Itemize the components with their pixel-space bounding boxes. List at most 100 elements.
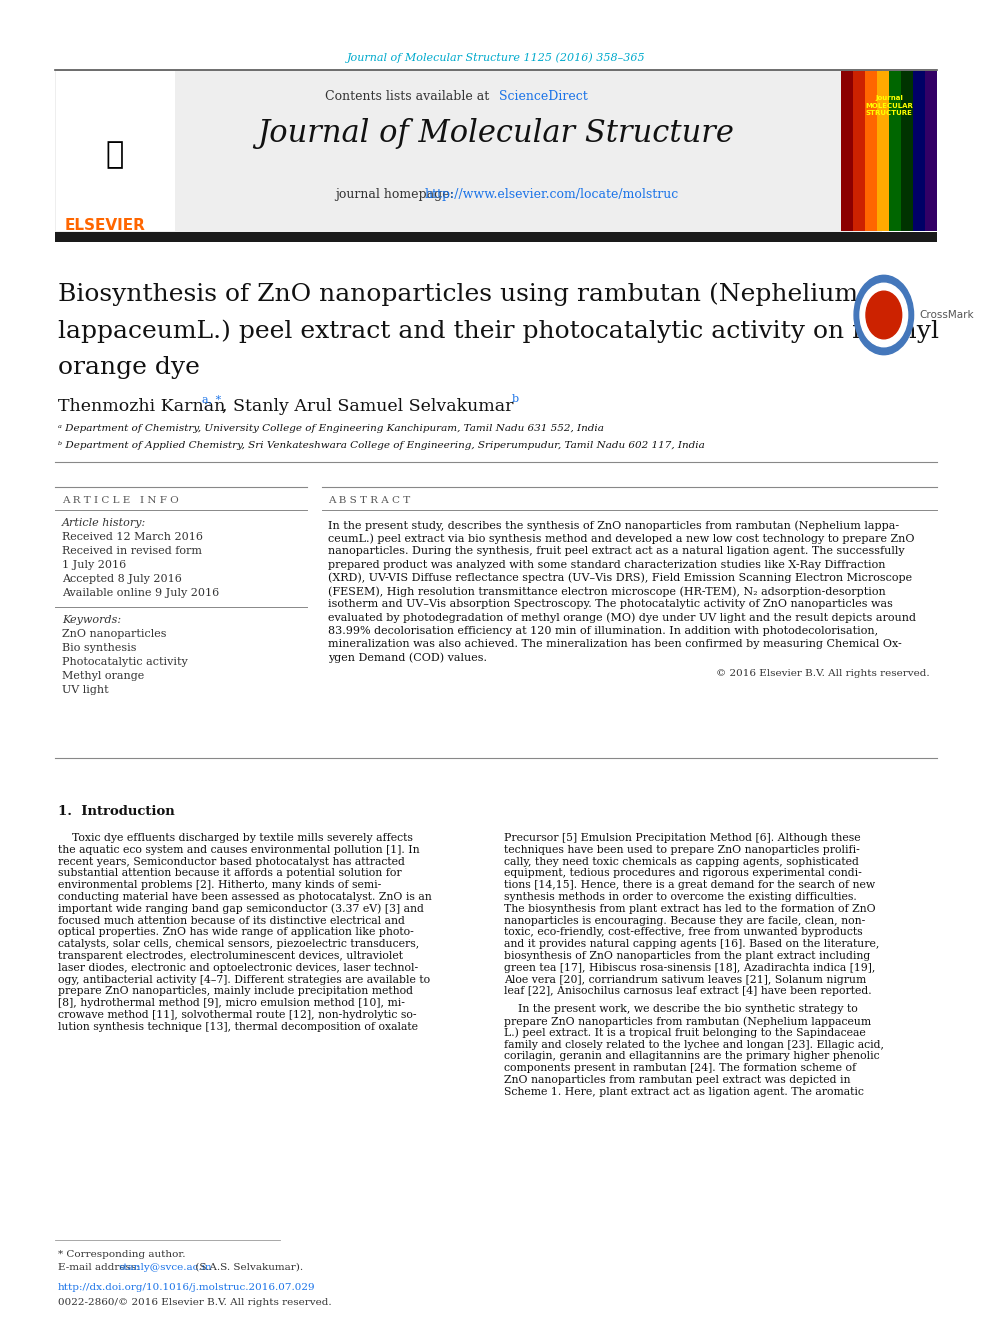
Text: lappaceumL.) peel extract and their photocatalytic activity on methyl: lappaceumL.) peel extract and their phot… (58, 319, 939, 343)
Text: Methyl orange: Methyl orange (62, 671, 144, 681)
Circle shape (866, 291, 902, 339)
Text: Accepted 8 July 2016: Accepted 8 July 2016 (62, 574, 182, 583)
Text: biosynthesis of ZnO nanoparticles from the plant extract including: biosynthesis of ZnO nanoparticles from t… (504, 951, 870, 960)
Text: 1 July 2016: 1 July 2016 (62, 560, 126, 570)
Text: © 2016 Elsevier B.V. All rights reserved.: © 2016 Elsevier B.V. All rights reserved… (716, 669, 930, 679)
Text: stanly@svce.ac.in: stanly@svce.ac.in (118, 1263, 211, 1271)
Text: * Corresponding author.: * Corresponding author. (58, 1250, 186, 1259)
Text: transparent electrodes, electroluminescent devices, ultraviolet: transparent electrodes, electroluminesce… (58, 951, 403, 960)
Text: L.) peel extract. It is a tropical fruit belonging to the Sapindaceae: L.) peel extract. It is a tropical fruit… (504, 1028, 866, 1039)
Text: leaf [22], Anisochilus carnosus leaf extract [4] have been reported.: leaf [22], Anisochilus carnosus leaf ext… (504, 987, 872, 996)
Text: Received in revised form: Received in revised form (62, 546, 202, 556)
Text: Aloe vera [20], corriandrum sativum leaves [21], Solanum nigrum: Aloe vera [20], corriandrum sativum leav… (504, 975, 866, 984)
Bar (901, 71, 913, 232)
Text: Scheme 1. Here, plant extract act as ligation agent. The aromatic: Scheme 1. Here, plant extract act as lig… (504, 1086, 864, 1097)
Text: evaluated by photodegradation of methyl orange (MO) dye under UV light and the r: evaluated by photodegradation of methyl … (328, 613, 916, 623)
Text: Precursor [5] Emulsion Precipitation Method [6]. Although these: Precursor [5] Emulsion Precipitation Met… (504, 833, 861, 843)
Text: ᵃ Department of Chemistry, University College of Engineering Kanchipuram, Tamil : ᵃ Department of Chemistry, University Co… (58, 423, 604, 433)
Text: the aquatic eco system and causes environmental pollution [1]. In: the aquatic eco system and causes enviro… (58, 845, 420, 855)
Text: environmental problems [2]. Hitherto, many kinds of semi-: environmental problems [2]. Hitherto, ma… (58, 880, 381, 890)
Text: Journal of Molecular Structure: Journal of Molecular Structure (258, 118, 734, 149)
Bar (877, 71, 889, 232)
Text: prepare ZnO nanoparticles from rambutan (Nephelium lappaceum: prepare ZnO nanoparticles from rambutan … (504, 1016, 871, 1027)
Text: conducting material have been assessed as photocatalyst. ZnO is an: conducting material have been assessed a… (58, 892, 432, 902)
Text: b: b (512, 394, 519, 404)
Text: A B S T R A C T: A B S T R A C T (328, 496, 411, 505)
Text: and it provides natural capping agents [16]. Based on the literature,: and it provides natural capping agents [… (504, 939, 879, 949)
Text: 83.99% decolorisation efficiency at 120 min of illumination. In addition with ph: 83.99% decolorisation efficiency at 120 … (328, 626, 878, 635)
Text: nanoparticles. During the synthesis, fruit peel extract act as a natural ligatio: nanoparticles. During the synthesis, fru… (328, 546, 905, 557)
Text: Article history:: Article history: (62, 519, 146, 528)
Text: lution synthesis technique [13], thermal decomposition of oxalate: lution synthesis technique [13], thermal… (58, 1021, 418, 1032)
Bar (925, 71, 937, 232)
Text: green tea [17], Hibiscus rosa-sinensis [18], Azadirachta indica [19],: green tea [17], Hibiscus rosa-sinensis [… (504, 963, 875, 972)
Text: (S.A.S. Selvakumar).: (S.A.S. Selvakumar). (192, 1263, 304, 1271)
Text: prepare ZnO nanoparticles, mainly include precipitation method: prepare ZnO nanoparticles, mainly includ… (58, 987, 413, 996)
Text: Thenmozhi Karnan: Thenmozhi Karnan (58, 398, 231, 415)
Text: Keywords:: Keywords: (62, 615, 121, 624)
Bar (865, 71, 877, 232)
Text: Toxic dye effluents discharged by textile mills severely affects: Toxic dye effluents discharged by textil… (58, 833, 413, 843)
Text: (XRD), UV-VIS Diffuse reflectance spectra (UV–Vis DRS), Field Emission Scanning : (XRD), UV-VIS Diffuse reflectance spectr… (328, 573, 912, 583)
Text: [8], hydrothermal method [9], micro emulsion method [10], mi-: [8], hydrothermal method [9], micro emul… (58, 998, 405, 1008)
Text: (FESEM), High resolution transmittance electron microscope (HR-TEM), N₂ adsorpti: (FESEM), High resolution transmittance e… (328, 586, 886, 597)
Text: E-mail address:: E-mail address: (58, 1263, 143, 1271)
Text: ygen Demand (COD) values.: ygen Demand (COD) values. (328, 652, 487, 663)
Bar (853, 71, 865, 232)
Text: ZnO nanoparticles: ZnO nanoparticles (62, 628, 167, 639)
Text: Received 12 March 2016: Received 12 March 2016 (62, 532, 203, 542)
Text: Available online 9 July 2016: Available online 9 July 2016 (62, 587, 219, 598)
Text: Journal
MOLECULAR
STRUCTURE: Journal MOLECULAR STRUCTURE (865, 95, 913, 116)
Text: 1.  Introduction: 1. Introduction (58, 804, 175, 818)
Text: In the present work, we describe the bio synthetic strategy to: In the present work, we describe the bio… (504, 1004, 858, 1015)
Text: nanoparticles is encouraging. Because they are facile, clean, non-: nanoparticles is encouraging. Because th… (504, 916, 865, 926)
Text: , Stanly Arul Samuel Selvakumar: , Stanly Arul Samuel Selvakumar (222, 398, 519, 415)
Text: prepared product was analyzed with some standard characterization studies like X: prepared product was analyzed with some … (328, 560, 886, 570)
Text: cally, they need toxic chemicals as capping agents, sophisticated: cally, they need toxic chemicals as capp… (504, 856, 859, 867)
Text: UV light: UV light (62, 685, 109, 695)
Text: focused much attention because of its distinctive electrical and: focused much attention because of its di… (58, 916, 405, 926)
Circle shape (854, 275, 914, 355)
Bar (913, 71, 925, 232)
Text: ScienceDirect: ScienceDirect (499, 90, 587, 103)
Text: A R T I C L E   I N F O: A R T I C L E I N F O (62, 496, 179, 505)
Bar (889, 71, 901, 232)
Text: Bio synthesis: Bio synthesis (62, 643, 137, 654)
Text: laser diodes, electronic and optoelectronic devices, laser technol-: laser diodes, electronic and optoelectro… (58, 963, 418, 972)
Text: optical properties. ZnO has wide range of application like photo-: optical properties. ZnO has wide range o… (58, 927, 414, 938)
Text: Biosynthesis of ZnO nanoparticles using rambutan (Nephelium: Biosynthesis of ZnO nanoparticles using … (58, 282, 858, 306)
Text: CrossMark: CrossMark (920, 310, 974, 320)
Text: Journal of Molecular Structure 1125 (2016) 358–365: Journal of Molecular Structure 1125 (201… (346, 52, 646, 62)
Text: crowave method [11], solvothermal route [12], non-hydrolytic so-: crowave method [11], solvothermal route … (58, 1009, 417, 1020)
Bar (56, 71, 175, 232)
Text: In the present study, describes the synthesis of ZnO nanoparticles from rambutan: In the present study, describes the synt… (328, 520, 899, 531)
Text: mineralization was also achieved. The mineralization has been confirmed by measu: mineralization was also achieved. The mi… (328, 639, 902, 648)
Bar (55, 232, 937, 242)
Text: catalysts, solar cells, chemical sensors, piezoelectric transducers,: catalysts, solar cells, chemical sensors… (58, 939, 420, 949)
Bar (841, 71, 853, 232)
Text: http://dx.doi.org/10.1016/j.molstruc.2016.07.029: http://dx.doi.org/10.1016/j.molstruc.201… (58, 1283, 315, 1293)
Text: important wide ranging band gap semiconductor (3.37 eV) [3] and: important wide ranging band gap semicond… (58, 904, 424, 914)
Text: ceumL.) peel extract via bio synthesis method and developed a new low cost techn: ceumL.) peel extract via bio synthesis m… (328, 533, 915, 544)
Text: equipment, tedious procedures and rigorous experimental condi-: equipment, tedious procedures and rigoro… (504, 868, 862, 878)
Text: isotherm and UV–Vis absorption Spectroscopy. The photocatalytic activity of ZnO : isotherm and UV–Vis absorption Spectrosc… (328, 599, 893, 609)
Text: techniques have been used to prepare ZnO nanoparticles prolifi-: techniques have been used to prepare ZnO… (504, 845, 860, 855)
Text: ZnO nanoparticles from rambutan peel extract was depicted in: ZnO nanoparticles from rambutan peel ext… (504, 1076, 850, 1085)
Text: http://www.elsevier.com/locate/molstruc: http://www.elsevier.com/locate/molstruc (425, 188, 680, 201)
Text: 🌳: 🌳 (106, 140, 124, 169)
Text: ogy, antibacterial activity [4–7]. Different strategies are available to: ogy, antibacterial activity [4–7]. Diffe… (58, 975, 431, 984)
Bar (55, 70, 882, 232)
Text: corilagin, geranin and ellagitannins are the primary higher phenolic: corilagin, geranin and ellagitannins are… (504, 1052, 880, 1061)
Text: toxic, eco-friendly, cost-effective, free from unwanted byproducts: toxic, eco-friendly, cost-effective, fre… (504, 927, 863, 938)
Text: journal homepage:: journal homepage: (335, 188, 457, 201)
Bar (841, 71, 937, 232)
Text: 0022-2860/© 2016 Elsevier B.V. All rights reserved.: 0022-2860/© 2016 Elsevier B.V. All right… (58, 1298, 331, 1307)
Text: Contents lists available at: Contents lists available at (324, 90, 493, 103)
Text: Photocatalytic activity: Photocatalytic activity (62, 658, 187, 667)
Text: a, *: a, * (202, 394, 221, 404)
Text: components present in rambutan [24]. The formation scheme of: components present in rambutan [24]. The… (504, 1064, 856, 1073)
Circle shape (860, 283, 908, 347)
Text: The biosynthesis from plant extract has led to the formation of ZnO: The biosynthesis from plant extract has … (504, 904, 876, 914)
Text: substantial attention because it affords a potential solution for: substantial attention because it affords… (58, 868, 402, 878)
Text: synthesis methods in order to overcome the existing difficulties.: synthesis methods in order to overcome t… (504, 892, 857, 902)
